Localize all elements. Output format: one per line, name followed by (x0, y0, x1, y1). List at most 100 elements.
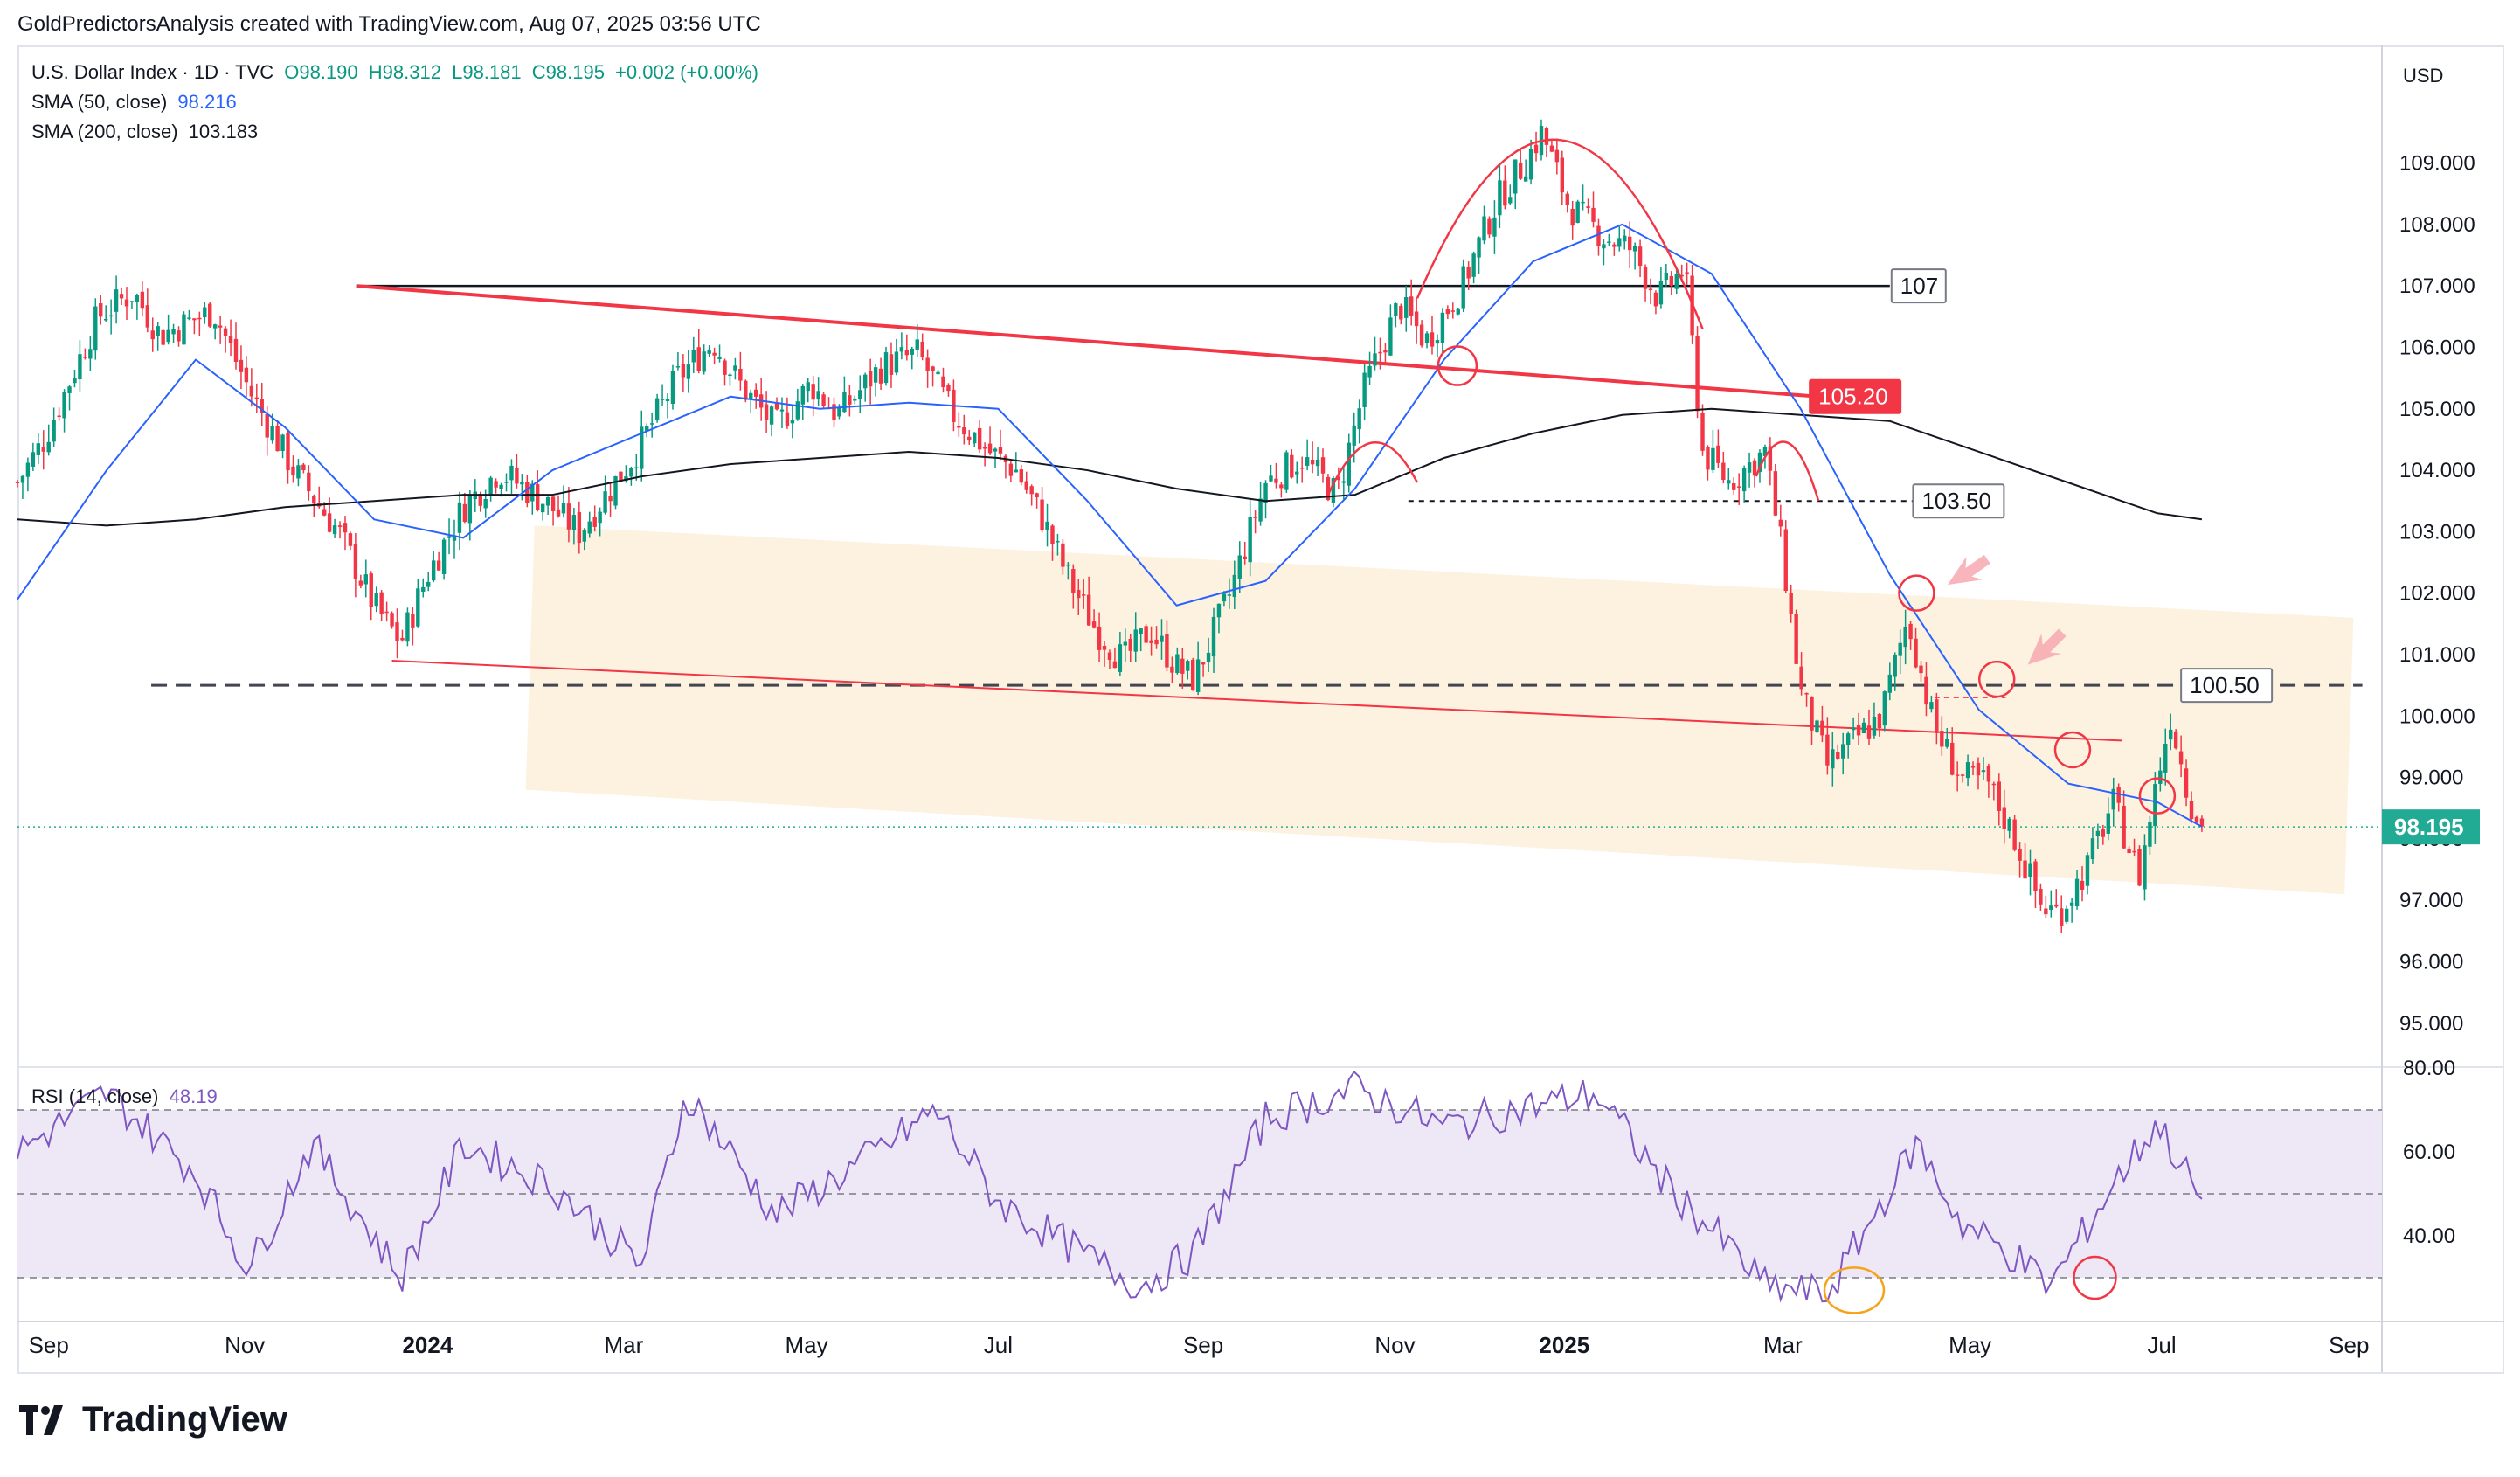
candle-body (1477, 237, 1481, 258)
price-tick-label: 95.000 (2399, 1012, 2463, 1036)
candle-body (649, 423, 654, 425)
candle-body (1107, 652, 1112, 661)
candle-body (1752, 460, 1757, 476)
candle-body (566, 503, 571, 530)
candle-body (598, 511, 602, 524)
candle-body (2090, 838, 2095, 860)
candle-body (441, 539, 447, 574)
candle-body (286, 433, 290, 471)
candle-body (957, 426, 961, 428)
candle-body (1893, 654, 1897, 677)
candle-body (1523, 176, 1528, 182)
candle-body (660, 399, 665, 400)
candle-body (171, 329, 176, 335)
candle-body (2189, 800, 2194, 820)
level-label-105-20: 105.20 (1818, 384, 1888, 410)
candle-body (332, 525, 337, 535)
tradingview-logo[interactable]: TradingView (19, 1400, 287, 1439)
candle-body (1367, 365, 1372, 378)
candle-body (46, 441, 51, 453)
candle-body (2060, 908, 2064, 926)
candle-body (384, 611, 389, 614)
candle-body (374, 593, 378, 607)
candle-body (2116, 787, 2121, 803)
candle-body (795, 401, 800, 420)
candle-body (1762, 447, 1768, 456)
candle-body (348, 533, 353, 546)
sma200-line (17, 407, 2203, 527)
time-tick-label: Sep (2329, 1332, 2369, 1358)
candle-body (1299, 468, 1305, 469)
candle-body (166, 329, 170, 343)
candle-body (218, 325, 223, 328)
candle-body (2111, 788, 2115, 810)
candle-body (2039, 888, 2043, 905)
candle-body (1487, 218, 1492, 235)
candle-body (2064, 908, 2069, 922)
candle-body (1144, 626, 1148, 643)
price-tick-label: 97.000 (2399, 889, 2463, 912)
candle-body (1456, 308, 1460, 315)
candle-body (416, 588, 420, 627)
candle-body (806, 382, 810, 392)
candle-body (645, 426, 649, 432)
candle-body (494, 481, 498, 488)
candle-body (545, 496, 550, 506)
candle-body (1195, 659, 1201, 692)
candle-body (754, 389, 758, 397)
candle-body (779, 409, 785, 412)
candle-body (390, 613, 394, 627)
legend-open: O98.190 (284, 61, 358, 83)
candle-body (2007, 818, 2011, 831)
candle-body (1856, 725, 1861, 736)
candle-body (2194, 816, 2199, 823)
candle-body (67, 386, 72, 393)
candle-body (712, 352, 717, 356)
candle-body (1637, 246, 1643, 267)
candle-body (889, 354, 894, 375)
candle-body (1222, 593, 1227, 602)
candle-body (1128, 638, 1132, 651)
candle-body (1409, 296, 1414, 316)
candle-body (1471, 253, 1476, 277)
candle-body (145, 305, 150, 328)
candle-body (2184, 768, 2189, 798)
candle-body (1394, 303, 1398, 316)
candle-body (931, 366, 935, 371)
candle-body (467, 496, 473, 524)
candle-body (1716, 445, 1720, 463)
candle-body (1227, 594, 1232, 596)
candle-body (1747, 462, 1752, 473)
candle-body (1310, 460, 1315, 465)
candle-body (785, 412, 790, 427)
time-tick-label: Jul (984, 1332, 1013, 1358)
candle-body (2018, 849, 2022, 861)
candle-body (2049, 905, 2053, 910)
candle-body (1612, 244, 1617, 247)
time-tick-label: Nov (225, 1332, 265, 1358)
candle-body (2169, 729, 2173, 740)
candle-body (395, 622, 399, 641)
candle-body (982, 447, 987, 449)
candle-body (915, 339, 919, 350)
candle-body (941, 376, 945, 388)
candle-body (88, 349, 93, 359)
candle-body (1274, 478, 1278, 483)
legend-sma50-value: 98.216 (177, 91, 237, 113)
rounded-top-arc-main (1416, 138, 1704, 329)
candle-body (307, 472, 311, 492)
time-tick-label: Mar (604, 1332, 643, 1358)
candle-body (41, 447, 45, 452)
candle-body (1570, 208, 1575, 226)
candle-body (1575, 201, 1580, 223)
candle-body (1950, 742, 1955, 775)
candle-body (1440, 312, 1445, 343)
candle-body (1596, 225, 1601, 246)
candle-body (1102, 646, 1107, 650)
candle-body (811, 384, 815, 400)
candle-body (1533, 144, 1539, 154)
candle-body (129, 301, 135, 302)
candle-body (603, 491, 607, 513)
currency-label: USD (2403, 65, 2443, 87)
